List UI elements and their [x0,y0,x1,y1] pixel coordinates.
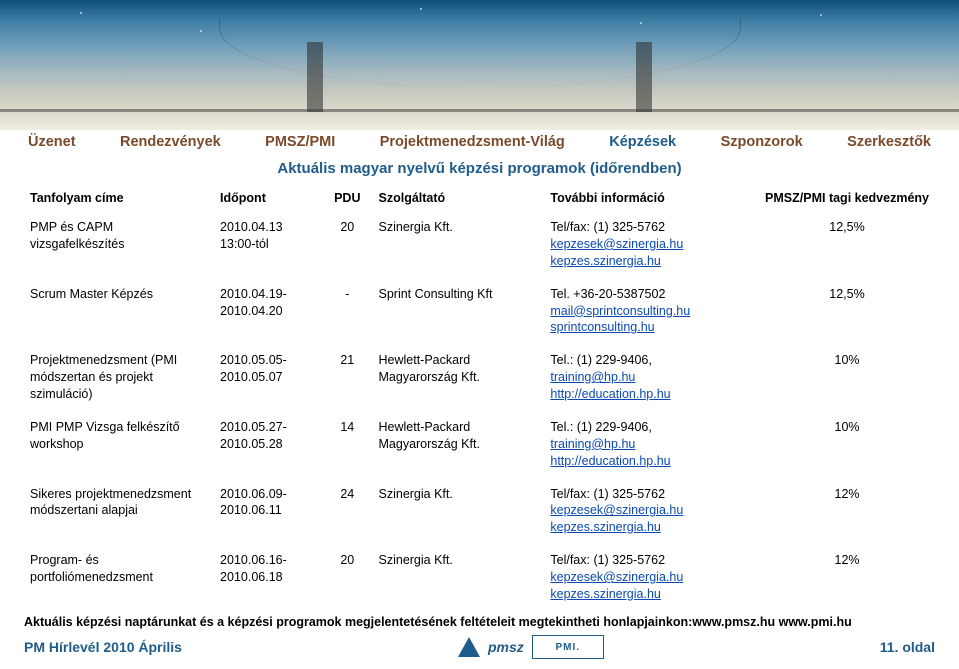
pmsz-triangle-icon [458,637,480,657]
cell-pdu: 24 [322,480,372,547]
cell-pdu: 21 [322,346,372,413]
info-link-site[interactable]: kepzes.szinergia.hu [550,520,660,534]
cell-provider: Hewlett-Packard Magyarország Kft. [373,413,545,480]
table-row: PMI PMP Vizsga felkészítő workshop2010.0… [24,413,935,480]
page-subtitle: Aktuális magyar nyelvű képzési programok… [0,160,959,177]
cell-provider: Sprint Consulting Kft [373,280,545,347]
cell-title: Program- és portfoliómenedzsment [24,546,214,613]
cell-provider: Szinergia Kft. [373,546,545,613]
footer-center: pmsz PMI. [458,635,604,659]
table-row: Scrum Master Képzés2010.04.19- 2010.04.2… [24,280,935,347]
cell-provider: Szinergia Kft. [373,480,545,547]
cell-info: Tel/fax: (1) 325-5762kepzesek@szinergia.… [544,213,759,280]
cell-provider: Szinergia Kft. [373,213,545,280]
nav-item-pmszpmi[interactable]: PMSZ/PMI [265,134,335,150]
nav-item-uzenet[interactable]: Üzenet [28,134,76,150]
info-phone: Tel/fax: (1) 325-5762 [550,219,753,236]
cell-title: PMP és CAPM vizsgafelkészítés [24,213,214,280]
info-link-site[interactable]: sprintconsulting.hu [550,320,654,334]
cell-title: Sikeres projektmenedzsment módszertani a… [24,480,214,547]
info-link-email[interactable]: kepzesek@szinergia.hu [550,570,683,584]
col-info: További információ [544,187,759,213]
cell-date: 2010.04.13 13:00-tól [214,213,322,280]
cell-discount: 10% [759,413,935,480]
footer: PM Hírlevél 2010 Április pmsz PMI. 11. o… [0,635,959,659]
col-title: Tanfolyam címe [24,187,214,213]
footer-center-text: pmsz [488,639,524,655]
col-provider: Szolgáltató [373,187,545,213]
training-table-wrap: Tanfolyam címe Időpont PDU Szolgáltató T… [0,187,959,613]
cell-discount: 12% [759,546,935,613]
cell-discount: 10% [759,346,935,413]
cell-info: Tel/fax: (1) 325-5762kepzesek@szinergia.… [544,480,759,547]
cell-info: Tel.: (1) 229-9406,training@hp.hu http://… [544,346,759,413]
info-phone: Tel. +36-20-5387502 [550,286,753,303]
info-phone: Tel.: (1) 229-9406, [550,419,753,436]
col-date: Időpont [214,187,322,213]
cell-info: Tel.: (1) 229-9406,training@hp.hu http://… [544,413,759,480]
cell-title: PMI PMP Vizsga felkészítő workshop [24,413,214,480]
info-phone: Tel/fax: (1) 325-5762 [550,552,753,569]
cell-date: 2010.06.16- 2010.06.18 [214,546,322,613]
cell-date: 2010.05.27- 2010.05.28 [214,413,322,480]
cell-pdu: - [322,280,372,347]
table-row: Program- és portfoliómenedzsment2010.06.… [24,546,935,613]
info-phone: Tel/fax: (1) 325-5762 [550,486,753,503]
cell-date: 2010.05.05- 2010.05.07 [214,346,322,413]
cell-title: Scrum Master Képzés [24,280,214,347]
info-link-site[interactable]: http://education.hp.hu [550,387,670,401]
cell-pdu: 20 [322,546,372,613]
cell-discount: 12,5% [759,280,935,347]
header-image [0,0,959,130]
cell-date: 2010.06.09- 2010.06.11 [214,480,322,547]
table-header-row: Tanfolyam címe Időpont PDU Szolgáltató T… [24,187,935,213]
cell-date: 2010.04.19- 2010.04.20 [214,280,322,347]
info-link-email[interactable]: kepzesek@szinergia.hu [550,503,683,517]
nav-item-szponzorok[interactable]: Szponzorok [721,134,803,150]
info-link-email[interactable]: kepzesek@szinergia.hu [550,237,683,251]
pmi-logo: PMI. [532,635,604,659]
nav-item-rendezvenyek[interactable]: Rendezvények [120,134,221,150]
footer-left: PM Hírlevél 2010 Április [24,639,182,655]
table-row: Sikeres projektmenedzsment módszertani a… [24,480,935,547]
cell-discount: 12,5% [759,213,935,280]
footnote: Aktuális képzési naptárunkat és a képzés… [0,615,959,629]
table-body: PMP és CAPM vizsgafelkészítés2010.04.13 … [24,213,935,613]
nav-item-projektmenedzsment[interactable]: Projektmenedzsment-Világ [380,134,565,150]
footer-right: 11. oldal [880,639,935,655]
nav-row: Üzenet Rendezvények PMSZ/PMI Projektmene… [0,130,959,158]
cell-discount: 12% [759,480,935,547]
info-link-email[interactable]: training@hp.hu [550,370,635,384]
nav-item-kepzesek[interactable]: Képzések [609,134,676,150]
info-phone: Tel.: (1) 229-9406, [550,352,753,369]
info-link-site[interactable]: http://education.hp.hu [550,454,670,468]
col-discount: PMSZ/PMI tagi kedvezmény [759,187,935,213]
cell-title: Projektmenedzsment (PMI módszertan és pr… [24,346,214,413]
info-link-site[interactable]: kepzes.szinergia.hu [550,587,660,601]
training-table: Tanfolyam címe Időpont PDU Szolgáltató T… [24,187,935,613]
cell-info: Tel/fax: (1) 325-5762kepzesek@szinergia.… [544,546,759,613]
nav-item-szerkesztok[interactable]: Szerkesztők [847,134,931,150]
col-pdu: PDU [322,187,372,213]
cell-provider: Hewlett-Packard Magyarország Kft. [373,346,545,413]
info-link-email[interactable]: mail@sprintconsulting.hu [550,304,690,318]
info-link-email[interactable]: training@hp.hu [550,437,635,451]
info-link-site[interactable]: kepzes.szinergia.hu [550,254,660,268]
cell-info: Tel. +36-20-5387502mail@sprintconsulting… [544,280,759,347]
cell-pdu: 14 [322,413,372,480]
table-row: Projektmenedzsment (PMI módszertan és pr… [24,346,935,413]
page: Üzenet Rendezvények PMSZ/PMI Projektmene… [0,0,959,669]
cell-pdu: 20 [322,213,372,280]
table-row: PMP és CAPM vizsgafelkészítés2010.04.13 … [24,213,935,280]
